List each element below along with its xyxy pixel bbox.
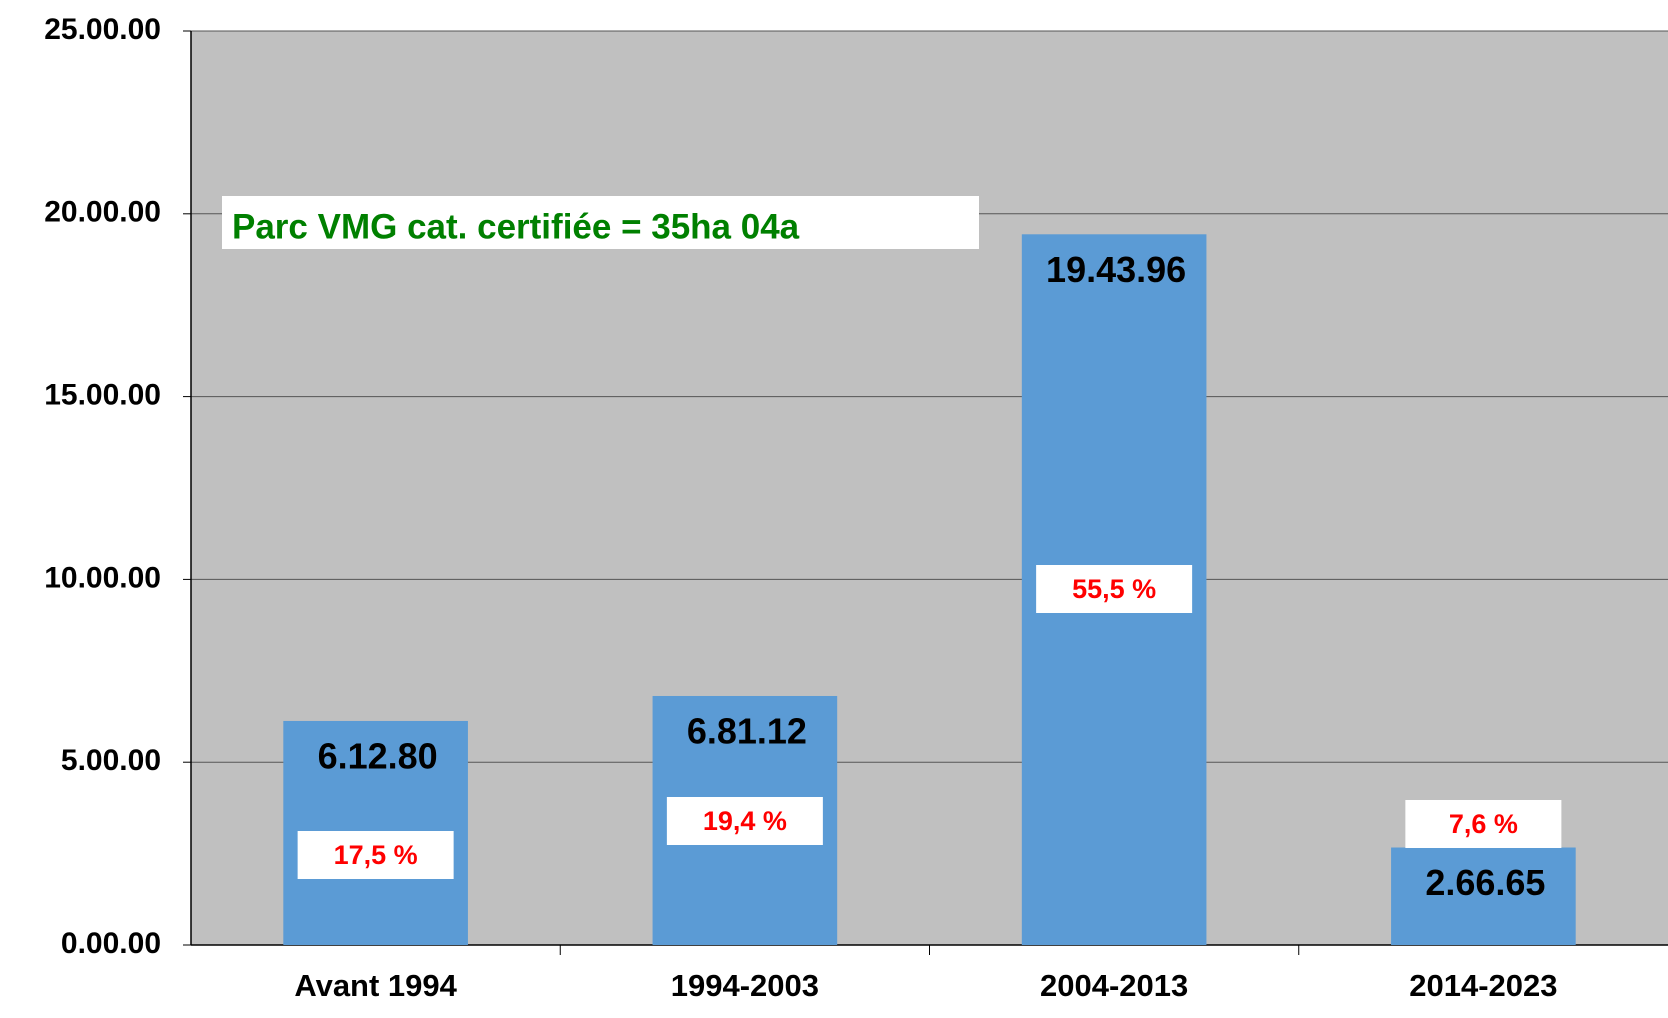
x-tick-label: 2014-2023	[1409, 968, 1557, 1003]
annotation: Parc VMG cat. certifiée = 35ha 04a	[232, 207, 800, 246]
share-box	[297, 831, 454, 879]
share-box	[666, 797, 823, 845]
y-tick-label: 5.00.00	[61, 744, 161, 777]
share-box	[1405, 800, 1562, 848]
share-label: 19,4 %	[703, 806, 787, 836]
y-tick-label: 20.00.00	[44, 196, 161, 229]
value-label: 19.43.96	[1046, 249, 1186, 290]
share-box	[1036, 565, 1193, 613]
share-label: 7,6 %	[1449, 809, 1518, 839]
y-tick-label: 25.00.00	[44, 13, 161, 46]
x-tick-label: Avant 1994	[294, 968, 457, 1003]
value-label: 6.81.12	[687, 710, 807, 751]
share-label: 17,5 %	[334, 840, 418, 870]
value-label: 6.12.80	[318, 735, 438, 776]
y-tick-label: 15.00.00	[44, 379, 161, 412]
x-tick-label: 2004-2013	[1040, 968, 1188, 1003]
value-label: 2.66.65	[1425, 862, 1545, 903]
share-label: 55,5 %	[1072, 574, 1156, 604]
x-tick-label: 1994-2003	[671, 968, 819, 1003]
y-tick-label: 10.00.00	[44, 561, 161, 594]
annotation-box	[222, 196, 979, 249]
y-tick-label: 0.00.00	[61, 927, 161, 960]
bar	[1391, 847, 1576, 945]
